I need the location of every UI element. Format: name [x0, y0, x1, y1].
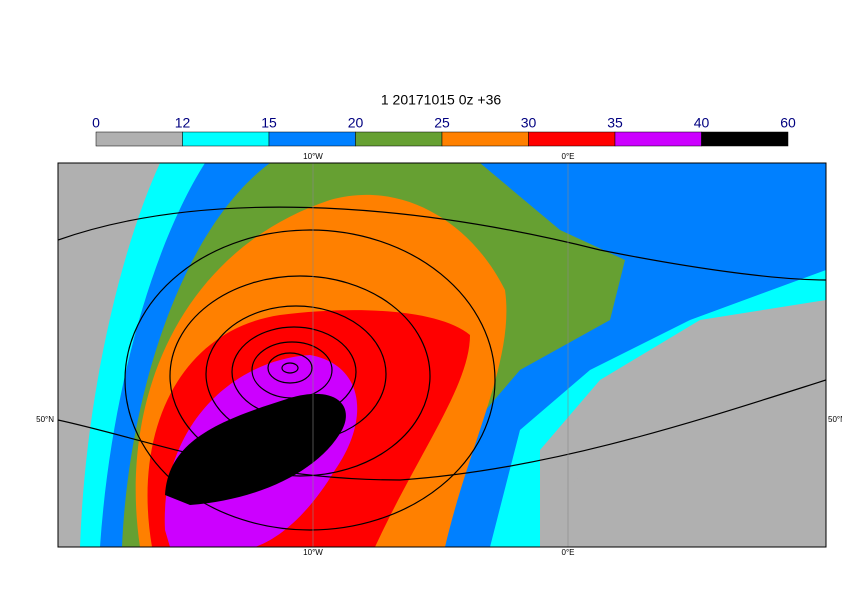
colorbar-segment — [268, 131, 356, 147]
colorbar-segment — [441, 131, 529, 147]
map-labels: 10°W 0°E 10°W 0°E 50°N 50°N — [36, 152, 842, 557]
colorbar-tick-label: 60 — [780, 115, 796, 131]
title: 1 20171015 0z +36 — [381, 92, 501, 108]
colorbar-tick-label: 0 — [92, 115, 100, 131]
colorbar-tick-label: 30 — [521, 115, 537, 131]
colorbar-segment — [701, 131, 789, 147]
colorbar-tick-label: 20 — [348, 115, 364, 131]
lat-label: 50°N — [36, 415, 54, 424]
colorbar-segment — [614, 131, 702, 147]
wind-band — [165, 393, 346, 505]
colorbar-tick-label: 25 — [434, 115, 450, 131]
colorbar-segment — [528, 131, 616, 147]
map — [58, 163, 826, 547]
colorbar-tick-label: 12 — [175, 115, 191, 131]
colorbar-segment — [182, 131, 270, 147]
lon-label: 10°W — [303, 152, 323, 161]
lat-label: 50°N — [828, 415, 842, 424]
lon-label: 10°W — [303, 548, 323, 557]
colorbar-tick-label: 40 — [694, 115, 710, 131]
land — [565, 330, 826, 547]
lon-label: 0°E — [562, 152, 575, 161]
colorbar-segment — [355, 131, 443, 147]
isobars — [58, 206, 826, 531]
lon-label: 0°E — [562, 548, 575, 557]
map-frame — [57, 162, 827, 548]
colorbar-segment — [95, 131, 183, 147]
colorbar-tick-label: 15 — [261, 115, 277, 131]
colorbar-tick-label: 35 — [607, 115, 623, 131]
